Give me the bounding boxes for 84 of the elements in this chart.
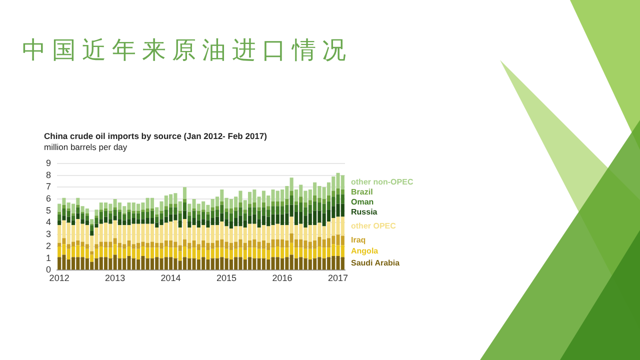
bar [178,220,182,228]
bar [182,187,187,199]
bar [90,225,94,232]
bar [238,202,242,208]
bar [182,257,187,270]
bar [58,220,62,226]
bar [94,224,98,228]
bar [340,236,344,246]
bar [182,202,187,211]
y-tick-label: 9 [46,158,52,168]
chart-subtitle: China crude oil imports by source (Jan 2012- Feb 2017) [44,131,267,141]
bar [340,204,344,217]
x-tick-label: 2012 [49,273,70,284]
bar [85,216,89,220]
series-label: Brazil [351,188,373,197]
bar [66,208,70,211]
bar [326,248,331,258]
bar [90,251,94,255]
bar [118,210,122,212]
bar [326,222,331,238]
bar [340,245,344,258]
bar [85,220,89,226]
x-tick-label: 2015 [216,273,237,284]
bar [76,204,80,208]
bar [76,207,80,214]
bar [85,213,89,216]
bar [150,208,154,211]
y-tick-label: 1 [46,252,52,263]
bar [340,190,344,194]
bar [215,206,220,210]
bar [72,213,76,216]
series-label: other non-OPEC [351,178,414,187]
bar [62,204,66,208]
y-tick-label: 2 [46,240,52,251]
series-label: Saudi Arabia [351,258,400,268]
bar [58,257,62,270]
bar [290,190,294,196]
bar [215,248,220,258]
series-label: Iraq [351,236,366,245]
bar [215,258,220,270]
bar [90,231,94,236]
x-tick-label: 2016 [272,273,292,284]
y-axis-title: million barrels per day [44,142,128,152]
bar [326,238,331,248]
series-label: Oman [351,198,374,207]
bar [58,246,62,258]
bar [243,210,247,214]
bar [340,194,344,204]
bar [155,214,159,217]
y-tick-label: 6 [46,193,52,204]
bar [182,199,187,203]
bar [326,257,331,270]
series-label: other OPEC [351,221,396,230]
y-tick-label: 3 [46,229,52,240]
x-tick-label: 2017 [328,273,348,284]
bar [192,208,196,211]
bar [188,212,192,216]
bar [340,216,344,236]
y-tick-label: 0 [46,264,52,275]
x-tick-label: 2014 [160,273,181,284]
bar [340,257,344,270]
bar [340,175,344,190]
bar [85,244,89,249]
chart-title: 中国近年来原油进口情况 [22,35,352,66]
series-label: Russia [351,208,378,217]
bar [182,210,187,220]
bar [94,210,98,216]
y-tick-label: 7 [46,182,52,192]
bar [257,207,261,211]
y-tick-label: 4 [46,217,52,228]
bar [182,246,187,258]
series-label: Angola [351,246,379,256]
bar [215,240,220,248]
bar [220,201,224,205]
bar [290,195,294,205]
bar [248,204,252,208]
y-tick-label: 5 [46,205,52,216]
bar [90,219,94,224]
bar [85,208,89,214]
bar [76,213,80,220]
y-tick-label: 8 [46,170,52,180]
x-tick-label: 2013 [105,273,126,284]
bar [215,225,220,241]
bar [215,216,220,226]
